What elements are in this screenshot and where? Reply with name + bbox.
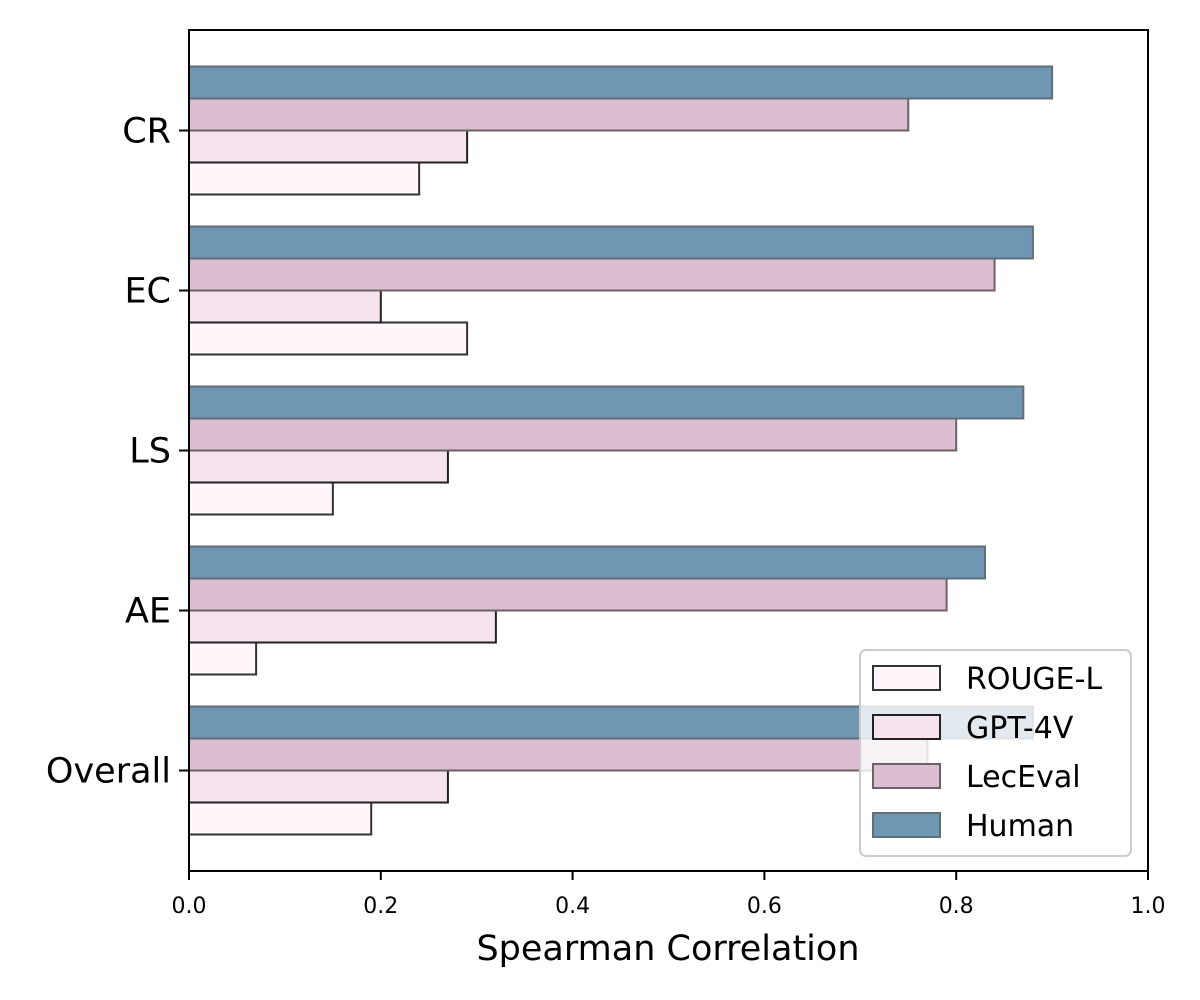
bar-ec-human bbox=[188, 225, 1034, 260]
bar-overall-rouge-l bbox=[188, 801, 373, 836]
x-tick-label: 0.6 bbox=[747, 894, 782, 919]
legend-swatch-human bbox=[872, 812, 941, 838]
bar-cr-rouge-l bbox=[188, 161, 421, 196]
bar-overall-leceval bbox=[188, 737, 929, 772]
legend-swatch-gpt-4v bbox=[872, 714, 941, 740]
legend-box bbox=[859, 649, 1132, 857]
bar-ec-gpt-4v bbox=[188, 289, 382, 324]
legend-swatch-leceval bbox=[872, 763, 941, 789]
bar-ae-leceval bbox=[188, 577, 948, 612]
x-tick-label: 0.2 bbox=[363, 894, 398, 919]
bar-overall-gpt-4v bbox=[188, 769, 449, 804]
bar-ls-gpt-4v bbox=[188, 449, 449, 484]
legend-label: Human bbox=[966, 809, 1074, 844]
bar-cr-human bbox=[188, 65, 1054, 100]
bar-ae-rouge-l bbox=[188, 641, 258, 676]
legend-swatch-rouge-l bbox=[872, 665, 941, 691]
y-tick-label: CR bbox=[122, 112, 171, 152]
x-tick-label: 1.0 bbox=[1131, 894, 1166, 919]
x-axis-title: Spearman Correlation bbox=[476, 929, 859, 969]
bar-cr-leceval bbox=[188, 97, 910, 132]
bar-ec-rouge-l bbox=[188, 321, 469, 356]
bar-ls-rouge-l bbox=[188, 481, 334, 516]
bar-ae-gpt-4v bbox=[188, 609, 497, 644]
bar-ls-human bbox=[188, 385, 1025, 420]
x-tick-label: 0.4 bbox=[555, 894, 590, 919]
legend-label: LecEval bbox=[966, 760, 1081, 795]
bar-ae-human bbox=[188, 545, 986, 580]
bar-ec-leceval bbox=[188, 257, 996, 292]
y-tick-label: LS bbox=[129, 432, 171, 472]
y-tick-label: AE bbox=[125, 592, 171, 632]
legend-label: GPT-4V bbox=[966, 711, 1074, 746]
y-tick-label: Overall bbox=[46, 752, 171, 792]
x-tick-label: 0.8 bbox=[939, 894, 974, 919]
bar-cr-gpt-4v bbox=[188, 129, 469, 164]
y-tick-label: EC bbox=[124, 272, 171, 312]
legend-label: ROUGE-L bbox=[966, 662, 1102, 697]
x-tick-label: 0.0 bbox=[172, 894, 207, 919]
bar-ls-leceval bbox=[188, 417, 958, 452]
